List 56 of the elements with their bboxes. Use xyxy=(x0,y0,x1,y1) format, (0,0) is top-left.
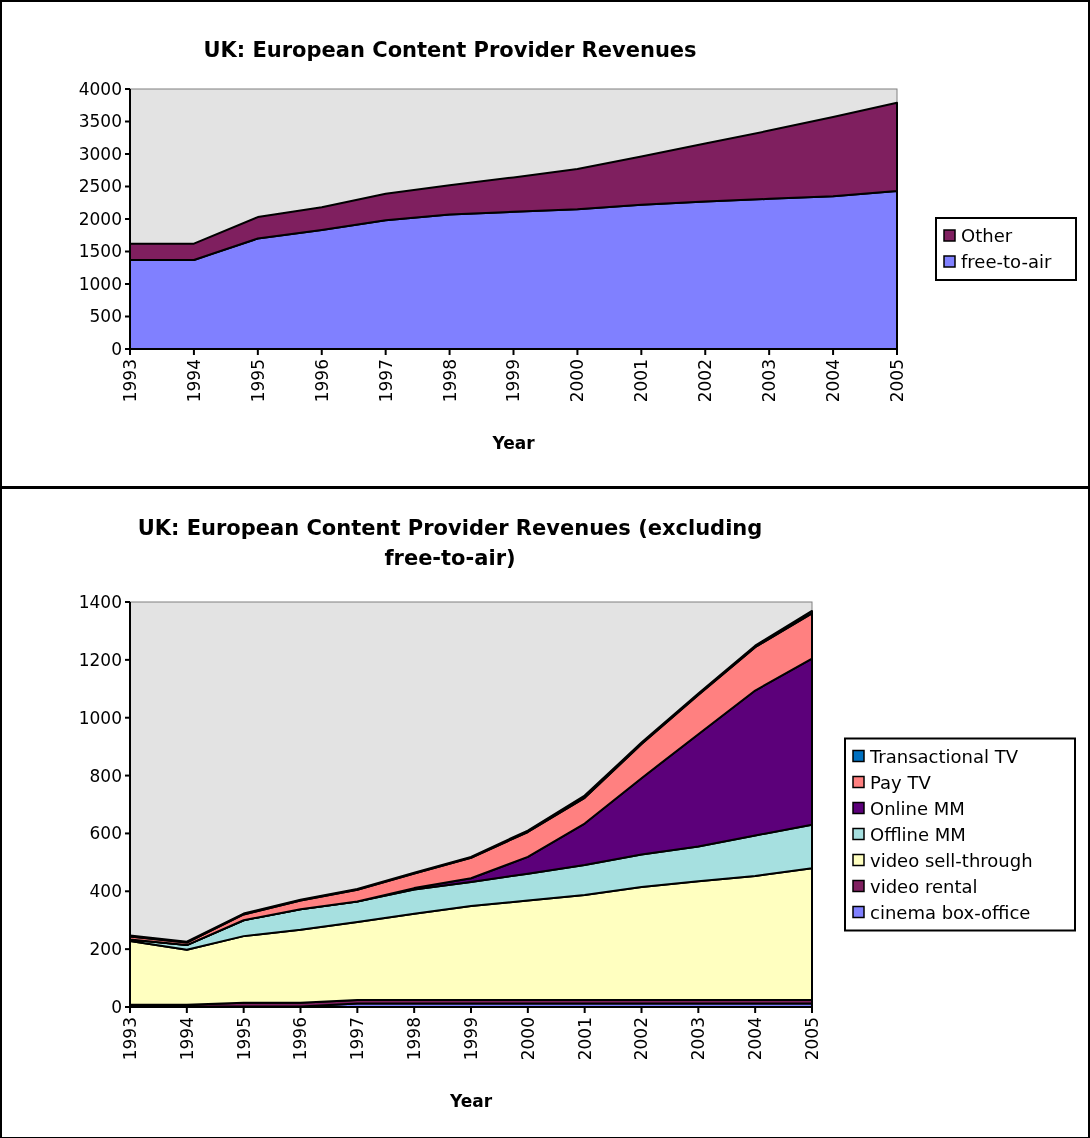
x-tick-label: 1996 xyxy=(290,1017,311,1061)
y-tick-label: 4000 xyxy=(78,78,122,99)
x-tick-label: 1993 xyxy=(119,1017,140,1061)
y-tick-label: 2500 xyxy=(78,176,122,197)
x-tick-label: 1996 xyxy=(311,359,332,403)
x-tick-label: 1998 xyxy=(404,1017,425,1061)
x-tick-label: 2001 xyxy=(574,1017,595,1061)
y-tick-label: 3000 xyxy=(78,143,122,164)
x-tick-label: 1994 xyxy=(176,1017,197,1061)
x-tick-label: 1993 xyxy=(119,359,140,403)
x-tick-label: 1997 xyxy=(375,359,396,403)
legend-label: video sell-through xyxy=(870,849,1033,871)
y-tick-label: 1000 xyxy=(78,273,122,294)
legend-label: Transactional TV xyxy=(869,745,1019,767)
y-tick-label: 1200 xyxy=(78,649,122,670)
legend-label: Other xyxy=(961,225,1013,247)
x-tick-label: 1995 xyxy=(233,1017,254,1061)
y-tick-label: 1400 xyxy=(78,591,122,612)
x-axis-title: Year xyxy=(491,433,536,453)
chart-title: UK: European Content Provider Revenues xyxy=(203,38,697,62)
x-tick-label: 1998 xyxy=(439,359,460,403)
x-tick-label: 2005 xyxy=(801,1017,822,1061)
x-tick-label: 2001 xyxy=(631,359,652,403)
x-tick-label: 1995 xyxy=(247,359,268,403)
x-tick-label: 2003 xyxy=(759,359,780,403)
x-tick-label: 2004 xyxy=(745,1017,766,1061)
legend-label: cinema box-office xyxy=(870,901,1031,923)
legend-label: video rental xyxy=(870,875,978,897)
x-tick-label: 2002 xyxy=(695,359,716,403)
x-tick-label: 2000 xyxy=(517,1017,538,1061)
x-tick-label: 1999 xyxy=(503,359,524,403)
y-tick-label: 1000 xyxy=(78,707,122,728)
y-tick-label: 400 xyxy=(89,881,122,902)
legend-label: Offline MM xyxy=(870,823,966,845)
y-tick-label: 0 xyxy=(111,338,122,359)
x-tick-label: 2004 xyxy=(823,359,844,403)
chart-title: UK: European Content Provider Revenues (excluding free-to-air) xyxy=(137,516,763,570)
y-tick-label: 500 xyxy=(89,306,122,327)
y-tick-label: 600 xyxy=(89,823,122,844)
legend-label: Online MM xyxy=(870,797,965,819)
y-tick-label: 200 xyxy=(89,939,122,960)
x-tick-label: 2000 xyxy=(567,359,588,403)
y-tick-label: 0 xyxy=(111,996,122,1017)
x-axis-title: Year xyxy=(448,1091,493,1111)
legend-label: free-to-air xyxy=(961,251,1052,273)
x-tick-label: 1999 xyxy=(460,1017,481,1061)
x-tick-label: 2003 xyxy=(688,1017,709,1061)
y-tick-label: 1500 xyxy=(78,241,122,262)
x-tick-label: 2005 xyxy=(886,359,907,403)
legend-label: Pay TV xyxy=(870,771,932,793)
x-tick-label: 1994 xyxy=(183,359,204,403)
y-tick-label: 2000 xyxy=(78,208,122,229)
y-tick-label: 3500 xyxy=(78,111,122,132)
y-tick-label: 800 xyxy=(89,765,122,786)
x-tick-label: 2002 xyxy=(631,1017,652,1061)
x-tick-label: 1997 xyxy=(347,1017,368,1061)
